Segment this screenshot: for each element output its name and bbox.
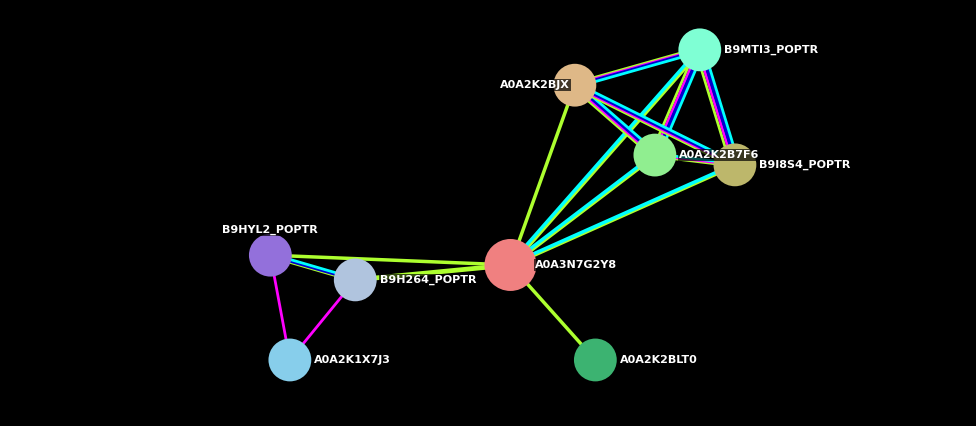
Text: B9H264_POPTR: B9H264_POPTR [380, 275, 476, 285]
Text: B9I8S4_POPTR: B9I8S4_POPTR [759, 160, 851, 170]
Text: A0A2K2BJX: A0A2K2BJX [500, 80, 570, 90]
Point [503, 262, 518, 268]
Text: A0A2K1X7J3: A0A2K1X7J3 [314, 355, 391, 365]
Text: B9HYL2_POPTR: B9HYL2_POPTR [223, 225, 318, 235]
Point [347, 276, 363, 283]
Point [727, 161, 743, 168]
Point [567, 82, 583, 89]
Text: B9MTI3_POPTR: B9MTI3_POPTR [724, 45, 818, 55]
Point [647, 152, 663, 158]
Point [263, 252, 278, 259]
Text: A0A2K2BLT0: A0A2K2BLT0 [620, 355, 698, 365]
Point [692, 46, 708, 53]
Point [588, 357, 603, 363]
Point [282, 357, 298, 363]
Text: A0A2K2B7F6: A0A2K2B7F6 [679, 150, 759, 160]
Text: A0A3N7G2Y8: A0A3N7G2Y8 [535, 260, 617, 270]
